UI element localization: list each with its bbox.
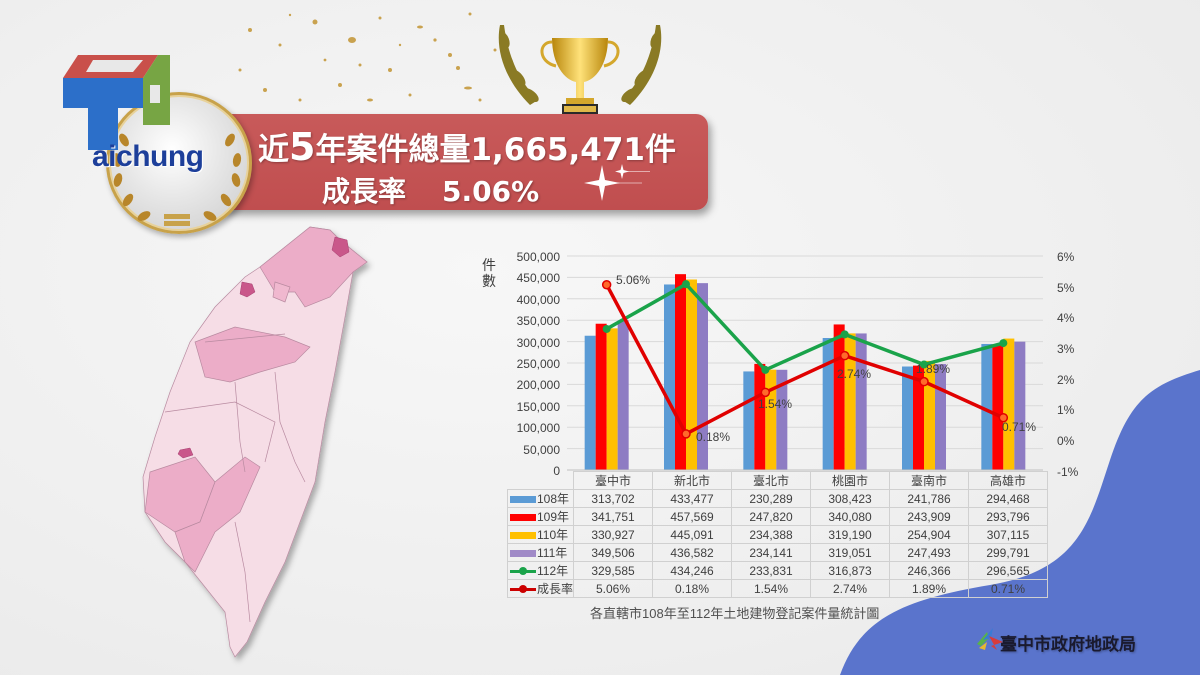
bar	[924, 360, 935, 470]
bar	[981, 343, 993, 470]
y-axis-title: 件數	[482, 258, 496, 290]
bar	[1014, 341, 1026, 470]
legend-110: 110年	[506, 525, 575, 544]
y-tick: 300,000	[516, 336, 560, 350]
total-cases-headline: 近5年案件總量1,665,471件	[258, 124, 698, 169]
legend-swatch-icon	[510, 514, 536, 522]
y-tick: 150,000	[516, 400, 560, 414]
table-row: 109年 341,751 457,569 247,820 340,080 243…	[506, 507, 1049, 526]
bar	[697, 283, 708, 470]
legend-swatch-icon	[510, 550, 536, 558]
y-tick: 400,000	[516, 293, 560, 307]
y2-tick: 5%	[1057, 281, 1075, 295]
y2-tick: 0%	[1057, 434, 1075, 448]
plot-area	[567, 255, 1043, 471]
bar	[833, 324, 845, 470]
confetti-decoration	[238, 12, 497, 102]
bar	[584, 335, 596, 470]
chart-title: 各直轄市108年至112年土地建物登記案件量統計圖	[590, 606, 880, 621]
headline-years: 5	[289, 125, 316, 169]
growth-rate-label: 成長率	[322, 175, 407, 208]
y-tick: 350,000	[516, 314, 560, 328]
y2-tick: 6%	[1057, 250, 1075, 264]
category-label: 新北市	[652, 471, 733, 490]
legend-109: 109年	[506, 507, 575, 526]
y2-tick: 4%	[1057, 311, 1075, 325]
legend-swatch-icon	[510, 532, 536, 540]
table-row: 成長率 5.06% 0.18% 1.54% 2.74% 1.89% 0.71%	[506, 579, 1049, 598]
bar	[1003, 338, 1015, 470]
bar	[855, 333, 867, 470]
bar	[935, 364, 946, 470]
chart-data-table: 臺中市 新北市 臺北市 桃園市 臺南市 高雄市 108年 313,702 433…	[506, 471, 1049, 598]
bar	[913, 365, 924, 470]
y-tick: 100,000	[516, 421, 560, 435]
y-tick: 0	[553, 464, 560, 478]
growth-data-label: 1.89%	[916, 362, 951, 376]
bar	[992, 344, 1004, 470]
bar	[595, 323, 607, 470]
laurel-medal	[106, 92, 252, 234]
bar	[776, 369, 788, 470]
headline-suffix: 年案件總量1,665,471件	[315, 132, 676, 168]
bar	[606, 328, 618, 470]
taiwan-map	[142, 226, 368, 658]
table-row: 108年 313,702 433,477 230,289 308,423 241…	[506, 489, 1049, 508]
taichung-logo-icon	[63, 55, 170, 150]
summary-banner	[210, 114, 708, 210]
y2-tick: 1%	[1057, 403, 1075, 417]
organization-name: 臺中市政府地政局	[1000, 635, 1136, 655]
growth-data-label: 0.18%	[696, 430, 731, 444]
category-label: 臺南市	[889, 471, 970, 490]
legend-line-icon	[510, 567, 536, 576]
sparkle-icon	[584, 164, 650, 201]
legend-growth-rate: 成長率	[506, 579, 575, 598]
bar	[902, 366, 913, 470]
growth-data-label: 1.54%	[758, 397, 793, 411]
trophy-icon	[498, 25, 662, 114]
table-row: 111年 349,506 436,582 234,141 319,051 247…	[506, 543, 1049, 562]
y-tick: 250,000	[516, 357, 560, 371]
category-label: 臺中市	[573, 471, 654, 490]
table-row: 112年 329,585 434,246 233,831 316,873 246…	[506, 561, 1049, 580]
category-label: 桃園市	[810, 471, 891, 490]
headline-prefix: 近	[258, 132, 289, 168]
legend-line-icon	[510, 585, 536, 594]
laurel-wreath-icon	[112, 133, 242, 226]
y2-tick: -1%	[1057, 465, 1079, 479]
logo-text: aichung	[92, 140, 204, 173]
land-office-logo-icon	[977, 628, 1003, 650]
y-tick: 50,000	[523, 443, 560, 457]
bar	[765, 369, 777, 470]
y2-tick: 3%	[1057, 342, 1075, 356]
bar	[743, 371, 755, 470]
category-label: 高雄市	[968, 471, 1049, 490]
bar	[686, 279, 697, 470]
legend-108: 108年	[506, 489, 575, 508]
bar	[617, 320, 629, 470]
growth-data-label: 0.71%	[1002, 420, 1037, 434]
bar	[822, 337, 834, 470]
growth-data-label: 5.06%	[616, 273, 651, 287]
legend-111: 111年	[506, 543, 575, 562]
bar	[844, 333, 856, 470]
table-row: 110年 330,927 445,091 234,388 319,190 254…	[506, 525, 1049, 544]
growth-rate-value: 5.06%	[442, 175, 540, 208]
bar	[675, 274, 686, 470]
y-tick: 500,000	[516, 250, 560, 264]
growth-rate-headline: 成長率 5.06%	[322, 170, 539, 210]
legend-swatch-icon	[510, 496, 536, 504]
category-label: 臺北市	[731, 471, 812, 490]
bar	[754, 363, 766, 470]
bar	[664, 284, 675, 470]
growth-data-label: 2.74%	[837, 367, 872, 381]
legend-112: 112年	[506, 561, 575, 580]
y2-tick: 2%	[1057, 373, 1075, 387]
y-tick: 450,000	[516, 271, 560, 285]
y-tick: 200,000	[516, 378, 560, 392]
